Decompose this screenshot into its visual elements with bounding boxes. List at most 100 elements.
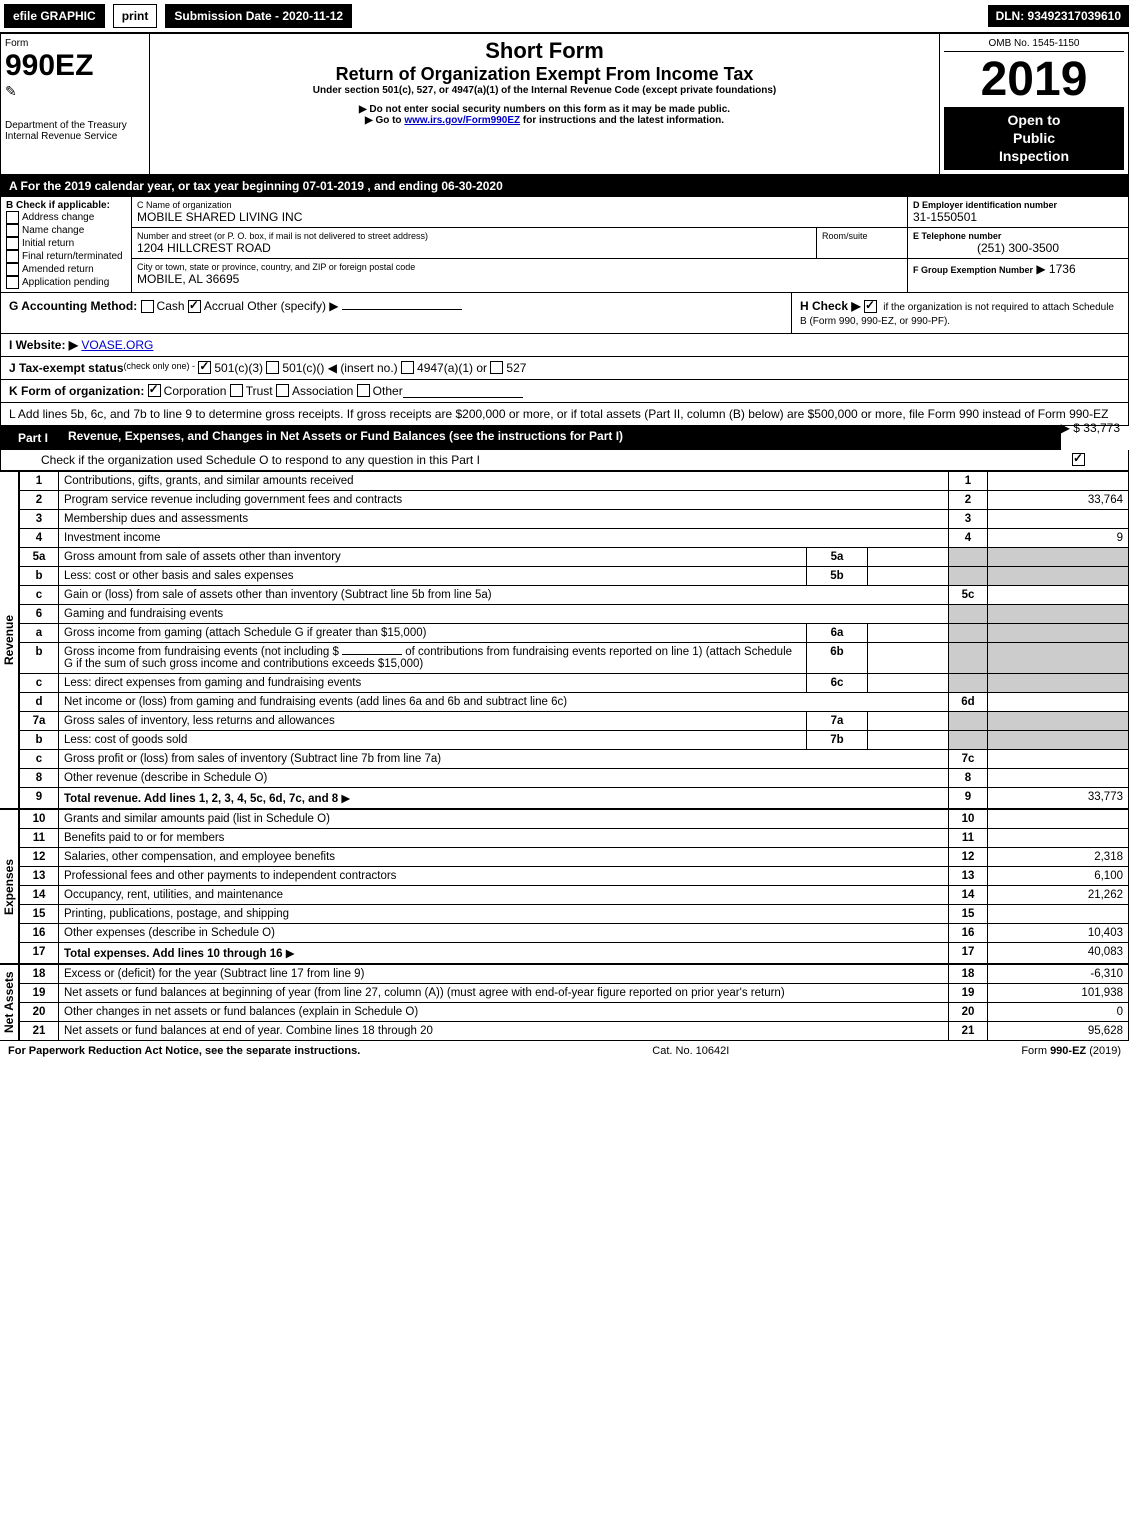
- line-20: 20Other changes in net assets or fund ba…: [20, 1002, 1129, 1021]
- irs-link[interactable]: www.irs.gov/Form990EZ: [404, 115, 520, 126]
- line-5c-amt: [988, 585, 1129, 604]
- line-3-desc: Membership dues and assessments: [64, 513, 248, 525]
- line-6d-desc: Net income or (loss) from gaming and fun…: [64, 696, 567, 708]
- submission-date-button[interactable]: Submission Date - 2020-11-12: [165, 4, 352, 28]
- revenue-section: Revenue 1Contributions, gifts, grants, a…: [0, 471, 1129, 809]
- form-header: Form 990EZ ✎ Department of the Treasury …: [0, 33, 1129, 175]
- dept-label: Department of the Treasury: [5, 120, 145, 131]
- line-1-amt: [988, 471, 1129, 490]
- chk-cash[interactable]: [141, 300, 154, 313]
- line-i: I Website: ▶ VOASE.ORG: [0, 334, 1129, 357]
- line-8-amt: [988, 768, 1129, 787]
- line-18: 18Excess or (deficit) for the year (Subt…: [20, 964, 1129, 983]
- line-19-desc: Net assets or fund balances at beginning…: [64, 987, 785, 999]
- g-label: G Accounting Method:: [9, 299, 137, 313]
- d-label: D Employer identification number: [913, 200, 1123, 210]
- box-def: D Employer identification number 31-1550…: [908, 197, 1128, 292]
- chk-501c[interactable]: [266, 361, 279, 374]
- line-6d: dNet income or (loss) from gaming and fu…: [20, 692, 1129, 711]
- chk-527[interactable]: [490, 361, 503, 374]
- line-16-amt: 10,403: [988, 923, 1129, 942]
- line-8-desc: Other revenue (describe in Schedule O): [64, 772, 267, 784]
- c-street-label: Number and street (or P. O. box, if mail…: [137, 231, 811, 241]
- line-7b: bLess: cost of goods sold7b: [20, 730, 1129, 749]
- line-4: 4Investment income49: [20, 528, 1129, 547]
- line-1: 1Contributions, gifts, grants, and simil…: [20, 471, 1129, 490]
- line-7c-desc: Gross profit or (loss) from sales of inv…: [64, 753, 441, 765]
- chk-accrual[interactable]: [188, 300, 201, 313]
- chk-association[interactable]: [276, 384, 289, 397]
- chk-initial-return[interactable]: [6, 237, 19, 250]
- chk-4947[interactable]: [401, 361, 414, 374]
- phone-value: (251) 300-3500: [913, 241, 1123, 255]
- opt-trust: Trust: [246, 384, 273, 398]
- opt-initial-return: Initial return: [22, 238, 74, 249]
- line-5c-desc: Gain or (loss) from sale of assets other…: [64, 589, 492, 601]
- inspect-l1: Open to: [1008, 112, 1061, 128]
- line-18-desc: Excess or (deficit) for the year (Subtra…: [64, 968, 364, 980]
- efile-graphic-button[interactable]: efile GRAPHIC: [4, 4, 105, 28]
- opt-application-pending: Application pending: [22, 277, 109, 288]
- l-text: L Add lines 5b, 6c, and 7b to line 9 to …: [9, 407, 1108, 421]
- line-7c-amt: [988, 749, 1129, 768]
- line-2-desc: Program service revenue including govern…: [64, 494, 402, 506]
- line-k: K Form of organization: Corporation Trus…: [0, 380, 1129, 403]
- opt-501c: 501(c)(: [282, 361, 320, 375]
- form-label: Form: [5, 38, 145, 49]
- line-5b: bLess: cost or other basis and sales exp…: [20, 566, 1129, 585]
- line-12-desc: Salaries, other compensation, and employ…: [64, 851, 335, 863]
- line-21-desc: Net assets or fund balances at end of ye…: [64, 1025, 433, 1037]
- line-14-amt: 21,262: [988, 885, 1129, 904]
- page-footer: For Paperwork Reduction Act Notice, see …: [0, 1041, 1129, 1061]
- subtitle: Under section 501(c), 527, or 4947(a)(1)…: [154, 85, 935, 96]
- print-button[interactable]: print: [113, 4, 158, 28]
- website-link[interactable]: VOASE.ORG: [81, 338, 153, 352]
- warn-line: ▶ Do not enter social security numbers o…: [154, 104, 935, 115]
- line-13: 13Professional fees and other payments t…: [20, 866, 1129, 885]
- line-13-desc: Professional fees and other payments to …: [64, 870, 396, 882]
- chk-schedule-o[interactable]: [1072, 453, 1085, 466]
- opt-accrual: Accrual: [204, 299, 244, 313]
- chk-amended-return[interactable]: [6, 263, 19, 276]
- line-4-desc: Investment income: [64, 532, 161, 544]
- chk-trust[interactable]: [230, 384, 243, 397]
- k-label: K Form of organization:: [9, 384, 144, 398]
- chk-final-return[interactable]: [6, 250, 19, 263]
- chk-corporation[interactable]: [148, 384, 161, 397]
- chk-name-change[interactable]: [6, 224, 19, 237]
- line-a-taxyear: A For the 2019 calendar year, or tax yea…: [0, 175, 1129, 197]
- line-7a: 7aGross sales of inventory, less returns…: [20, 711, 1129, 730]
- line-5a-desc: Gross amount from sale of assets other t…: [64, 551, 341, 563]
- line-13-amt: 6,100: [988, 866, 1129, 885]
- line-8: 8Other revenue (describe in Schedule O)8: [20, 768, 1129, 787]
- expenses-section: Expenses 10Grants and similar amounts pa…: [0, 809, 1129, 964]
- gh-row: G Accounting Method: Cash Accrual Other …: [0, 293, 1129, 334]
- part1-title: Revenue, Expenses, and Changes in Net As…: [68, 429, 623, 447]
- line-l: L Add lines 5b, 6c, and 7b to line 9 to …: [0, 403, 1129, 426]
- inspect-l3: Inspection: [999, 148, 1069, 164]
- line-18-amt: -6,310: [988, 964, 1129, 983]
- chk-schedule-b[interactable]: [864, 300, 877, 313]
- line-7a-desc: Gross sales of inventory, less returns a…: [64, 715, 335, 727]
- e-label: E Telephone number: [913, 231, 1123, 241]
- group-exemption-value: ▶ 1736: [1036, 262, 1075, 276]
- opt-association: Association: [292, 384, 353, 398]
- chk-application-pending[interactable]: [6, 276, 19, 289]
- line-5c: cGain or (loss) from sale of assets othe…: [20, 585, 1129, 604]
- line-14-desc: Occupancy, rent, utilities, and maintena…: [64, 889, 283, 901]
- line-h: H Check ▶ if the organization is not req…: [792, 293, 1128, 333]
- c-name-label: C Name of organization: [137, 200, 902, 210]
- line-15-amt: [988, 904, 1129, 923]
- chk-501c3[interactable]: [198, 361, 211, 374]
- line-6c-desc: Less: direct expenses from gaming and fu…: [64, 677, 361, 689]
- chk-other-org[interactable]: [357, 384, 370, 397]
- line-6: 6Gaming and fundraising events: [20, 604, 1129, 623]
- line-6-desc: Gaming and fundraising events: [64, 608, 223, 620]
- line-2: 2Program service revenue including gover…: [20, 490, 1129, 509]
- chk-address-change[interactable]: [6, 211, 19, 224]
- part1-check-row: Check if the organization used Schedule …: [0, 450, 1129, 471]
- line-17-amt: 40,083: [988, 942, 1129, 963]
- line-11: 11Benefits paid to or for members11: [20, 828, 1129, 847]
- line-9-amt: 33,773: [988, 787, 1129, 808]
- part1-header: Part I Revenue, Expenses, and Changes in…: [0, 426, 1061, 450]
